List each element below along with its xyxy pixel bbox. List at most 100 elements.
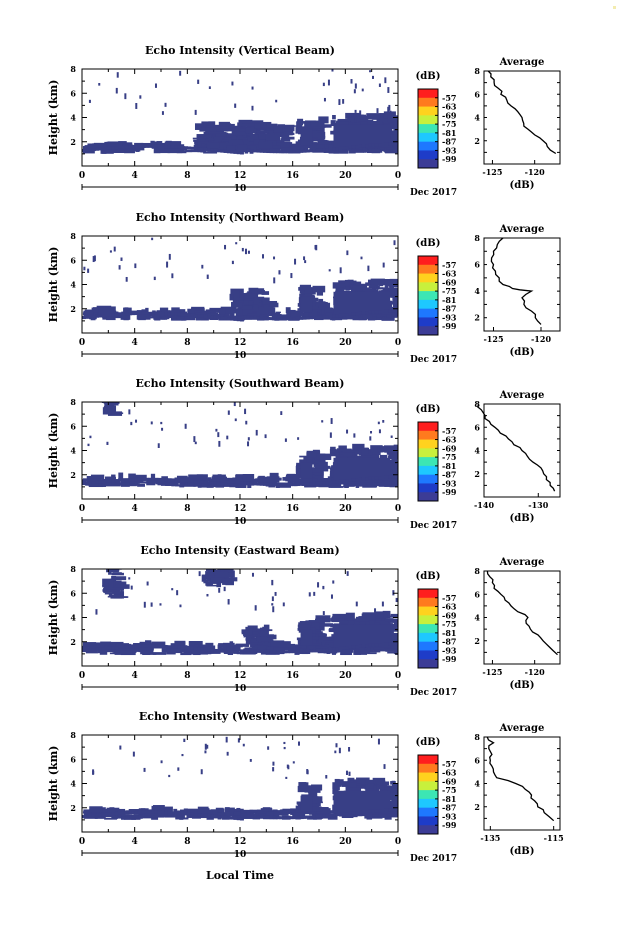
echo-band <box>203 647 208 652</box>
echo-band <box>210 315 215 319</box>
echo-band <box>216 482 221 486</box>
echo-cell <box>110 594 123 599</box>
avg-y-tick-label: 8 <box>474 566 480 576</box>
echo-band <box>394 808 398 812</box>
echo-band <box>88 648 93 652</box>
colorbar-segment <box>418 641 438 651</box>
colorbar-segment <box>418 659 438 669</box>
average-xlabel: (dB) <box>510 180 535 191</box>
echo-band <box>368 143 373 147</box>
echo-band <box>141 144 146 148</box>
echo-cell <box>391 643 398 650</box>
echo-band <box>118 145 123 149</box>
echo-cell <box>281 134 290 140</box>
echo-cell <box>107 141 123 149</box>
y-tick-label: 4 <box>70 113 76 123</box>
colorbar-segment <box>418 650 438 660</box>
echo-cell <box>89 806 103 813</box>
echo-cell <box>266 476 280 483</box>
echo-cell <box>370 278 385 285</box>
echo-cell <box>266 145 281 149</box>
echo-band <box>342 479 346 483</box>
echo-cell <box>318 116 329 124</box>
echo-cell <box>262 642 272 649</box>
echo-speckle <box>395 597 398 603</box>
y-tick-label: 8 <box>70 564 76 574</box>
colorbar-frame <box>417 754 439 835</box>
echo-cell <box>340 649 352 656</box>
echo-core <box>333 624 391 648</box>
echo-band <box>170 811 175 815</box>
colorbar-tick-label: -87 <box>442 637 456 647</box>
echo-cell <box>119 482 130 485</box>
echo-cell <box>367 783 375 789</box>
echo-band <box>85 648 90 652</box>
echo-cell <box>383 614 388 619</box>
echo-cell <box>327 476 332 482</box>
echo-cell <box>236 144 248 152</box>
echo-cell <box>91 810 101 815</box>
echo-band <box>289 816 294 820</box>
echo-cell <box>328 480 342 488</box>
echo-band <box>193 647 198 651</box>
echo-speckle <box>143 767 146 772</box>
echo-band <box>368 476 373 480</box>
echo-speckle <box>381 601 384 607</box>
echo-cell <box>104 817 118 820</box>
echo-band <box>210 148 215 152</box>
echo-band <box>289 317 294 321</box>
x-tick-label: 20 <box>339 671 352 681</box>
echo-band <box>269 317 274 321</box>
echo-layer <box>82 237 398 322</box>
echo-band <box>200 813 205 817</box>
echo-band <box>388 309 393 313</box>
echo-speckle <box>226 751 229 756</box>
echo-cell <box>278 128 292 132</box>
echo-cell <box>380 787 393 792</box>
echo-band <box>394 309 398 313</box>
echo-cell <box>154 312 160 319</box>
echo-cell <box>315 646 328 649</box>
echo-band <box>253 482 258 486</box>
echo-band <box>174 312 179 316</box>
average-panel-2: Average 2 4 6 8 -125 -120 (dB) <box>474 224 561 358</box>
average-title: Average <box>499 224 545 235</box>
echo-cell <box>309 302 325 310</box>
echo-cell <box>103 402 117 403</box>
echo-band <box>355 312 360 316</box>
echo-band <box>299 482 304 486</box>
echo-cell <box>138 645 148 653</box>
echo-band <box>180 811 185 816</box>
echo-cell <box>325 642 336 648</box>
echo-cell <box>393 124 398 131</box>
average-profile-line <box>476 403 556 492</box>
echo-cell <box>333 147 349 154</box>
echo-cell <box>201 483 212 488</box>
echo-cell <box>152 652 167 655</box>
echo-band <box>151 144 156 148</box>
x-tick-label: 12 <box>234 837 247 847</box>
echo-cell <box>392 468 398 475</box>
echo-layer <box>82 569 398 656</box>
echo-speckle <box>382 262 385 268</box>
echo-cell <box>184 313 196 320</box>
echo-cell <box>266 646 280 653</box>
echo-band <box>365 810 370 814</box>
echo-band <box>305 482 310 486</box>
echo-core <box>300 629 313 646</box>
echo-band <box>342 812 346 816</box>
echo-cell <box>273 126 283 133</box>
echo-cell <box>146 479 156 486</box>
echo-cell <box>182 484 190 487</box>
y-tick-label: 8 <box>70 397 76 407</box>
panel-title: Echo Intensity (Southward Beam) <box>136 377 345 390</box>
echo-band <box>355 145 360 149</box>
colorbar-segment <box>418 439 438 449</box>
echo-speckle <box>304 260 307 264</box>
echo-speckle <box>377 738 380 745</box>
echo-band <box>309 149 314 153</box>
echo-cell <box>304 120 316 125</box>
echo-band <box>131 645 136 649</box>
echo-band <box>282 483 287 487</box>
echo-cell <box>384 813 396 815</box>
